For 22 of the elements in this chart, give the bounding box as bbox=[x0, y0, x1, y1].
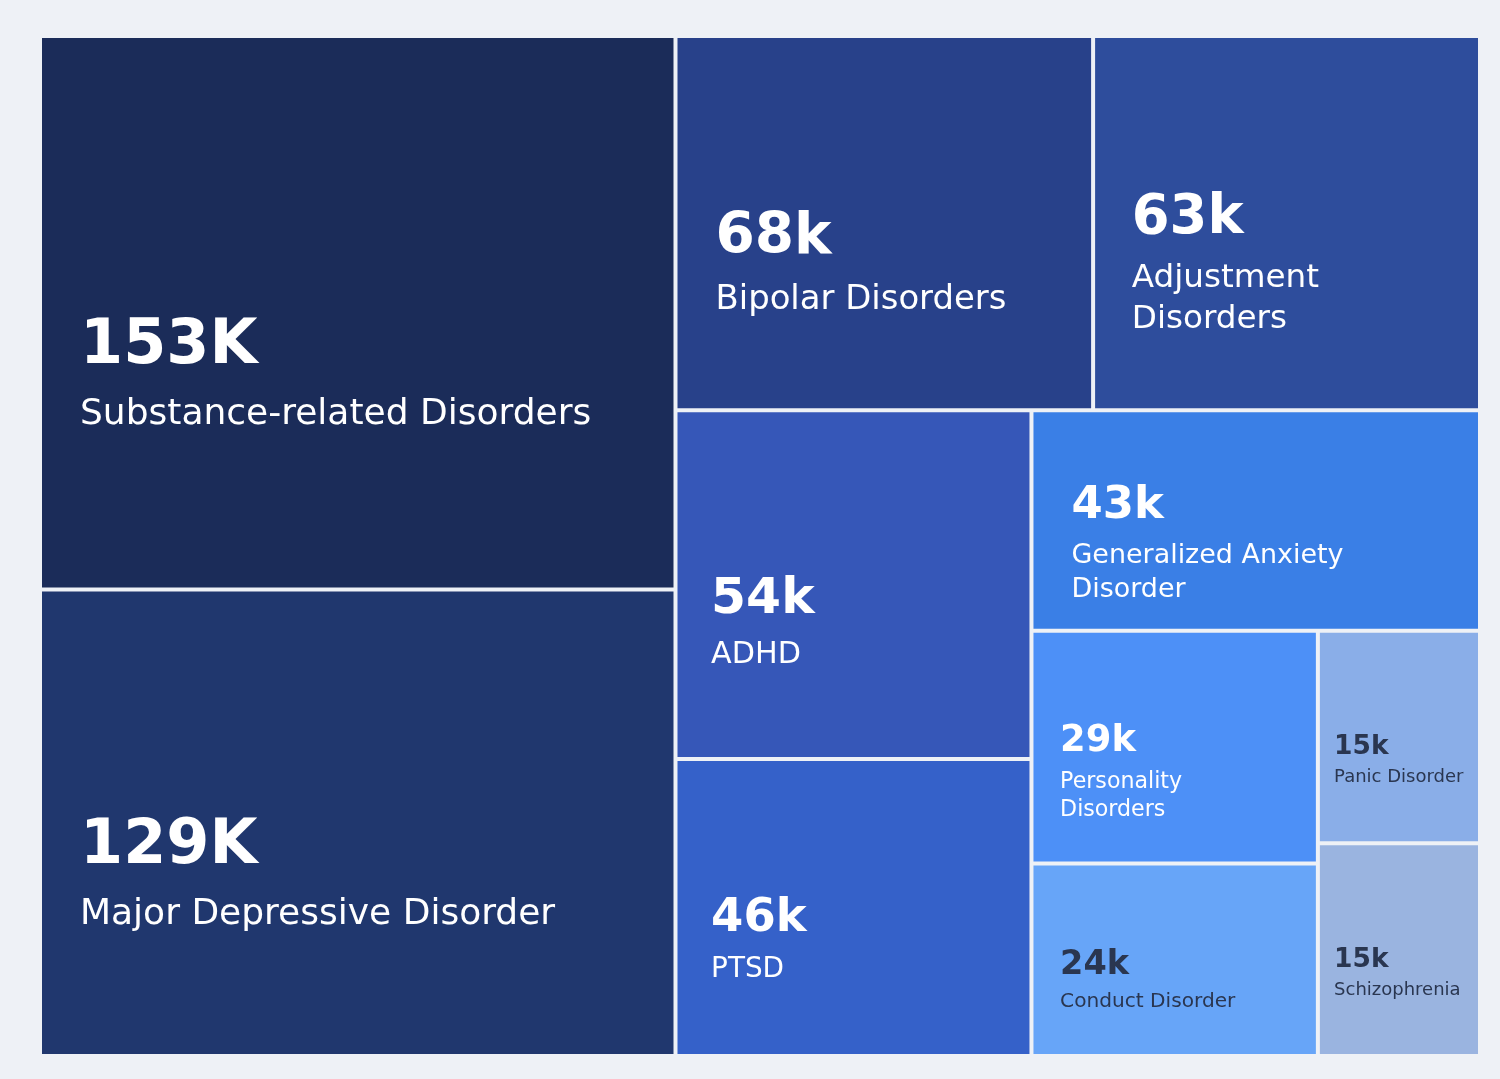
data-label: 129K bbox=[80, 805, 260, 878]
category-label: Personality Disorders bbox=[1060, 767, 1183, 821]
category-label: Generalized Anxiety Disorder bbox=[1071, 537, 1344, 603]
category-label: Adjustment Disorders bbox=[1131, 257, 1320, 337]
data-label: 68k bbox=[715, 201, 834, 267]
data-label: 15k bbox=[1334, 941, 1390, 973]
data-label: 15k bbox=[1334, 729, 1390, 761]
category-label: ADHD bbox=[711, 635, 801, 671]
data-label: 29k bbox=[1060, 717, 1138, 761]
category-label: Conduct Disorder bbox=[1060, 988, 1237, 1013]
data-label: 63k bbox=[1131, 183, 1246, 247]
category-label: PTSD bbox=[711, 951, 785, 985]
data-label: 54k bbox=[711, 566, 817, 626]
data-label: 43k bbox=[1071, 476, 1165, 530]
category-label: Panic Disorder bbox=[1334, 765, 1465, 787]
category-label: Substance-related Disorders bbox=[80, 391, 592, 433]
data-label: 24k bbox=[1060, 942, 1130, 982]
category-label: Schizophrenia bbox=[1334, 977, 1461, 999]
category-label: Bipolar Disorders bbox=[715, 278, 1007, 318]
category-label: Major Depressive Disorder bbox=[80, 890, 556, 932]
data-label: 46k bbox=[711, 887, 808, 942]
data-label: 153K bbox=[80, 305, 260, 379]
